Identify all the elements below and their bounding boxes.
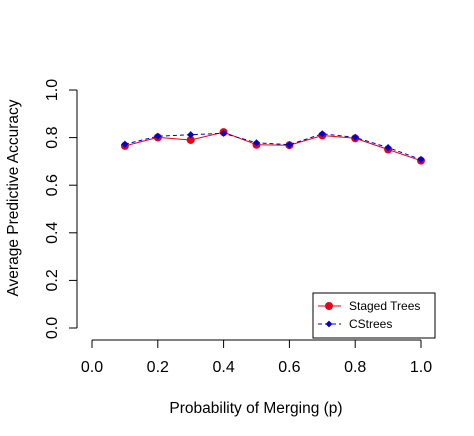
data-point	[384, 143, 392, 152]
data-point	[252, 139, 261, 147]
data-point	[121, 140, 129, 148]
x-tick-label: 0.2	[147, 359, 169, 376]
x-tick-label: 0.4	[212, 359, 234, 376]
legend-item: Staged Trees	[318, 299, 420, 313]
x-tick-label: 0.0	[81, 359, 103, 376]
series-2	[121, 129, 425, 164]
data-point	[285, 141, 293, 149]
series-line	[124, 131, 422, 162]
x-tick-label: 0.6	[278, 359, 300, 376]
legend-label: Staged Trees	[349, 299, 420, 313]
y-tick-label: 1.0	[44, 79, 61, 101]
x-axis-title: Probability of Merging (p)	[169, 400, 342, 417]
data-point	[154, 132, 162, 140]
series-layer	[120, 128, 425, 165]
x-tick-label: 0.8	[344, 359, 366, 376]
y-axis-title: Average Predictive Accuracy	[5, 99, 22, 296]
series-1	[120, 128, 425, 165]
y-tick-label: 0.8	[44, 126, 61, 148]
legend-item: CStrees	[318, 317, 392, 331]
axes: 0.0 0.2 0.4 0.6 0.8 1.0 0.0 0.2 0.4 0.6 0.8 1.0	[44, 79, 432, 376]
legend-box	[312, 292, 436, 339]
legend: Staged Trees CStrees	[312, 292, 436, 339]
x-tick-label: 1.0	[410, 359, 432, 376]
data-point	[318, 130, 326, 138]
data-point	[417, 155, 425, 164]
y-tick-label: 0.0	[44, 317, 61, 339]
y-tick-label: 0.2	[44, 269, 61, 291]
data-point	[351, 133, 359, 141]
series-line	[124, 132, 422, 160]
legend-label: CStrees	[349, 317, 392, 331]
data-point	[220, 129, 228, 137]
data-point	[186, 135, 195, 144]
data-point	[187, 131, 195, 139]
y-tick-label: 0.6	[44, 174, 61, 196]
y-tick-label: 0.4	[44, 222, 61, 244]
legend-marker	[325, 302, 333, 310]
legend-marker	[325, 320, 333, 328]
